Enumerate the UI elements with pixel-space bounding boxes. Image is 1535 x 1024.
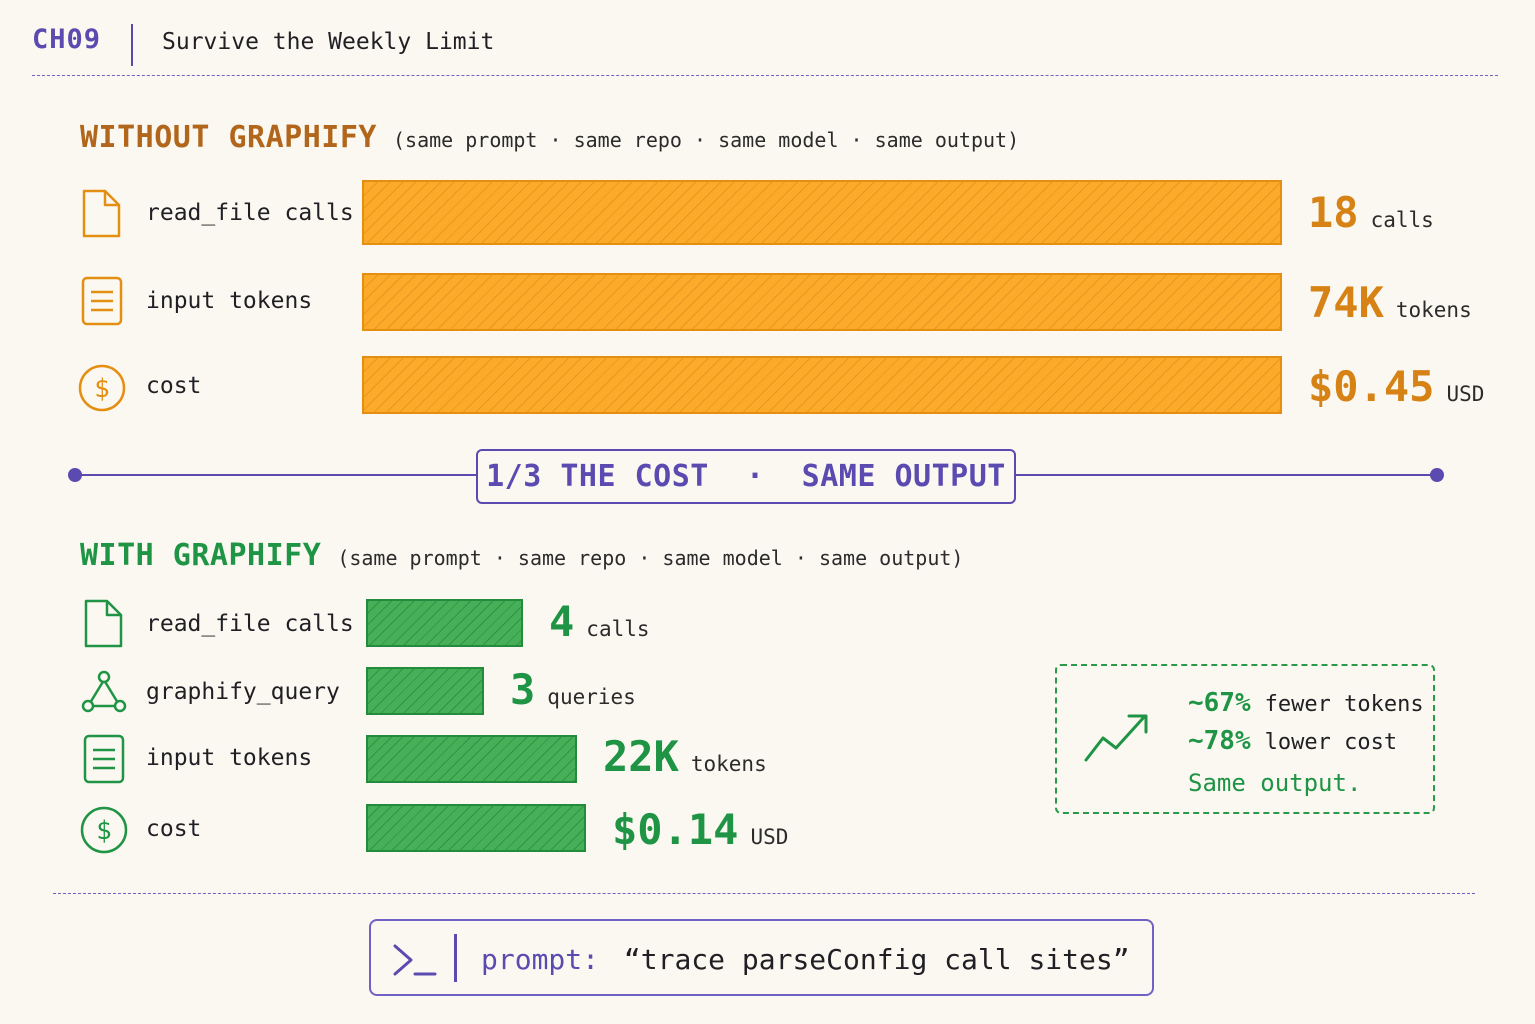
bar [362,356,1282,414]
document-lines-icon [79,734,129,784]
bar [366,735,577,783]
row-label: input tokens [146,745,313,771]
dollar-icon: $ [79,805,129,855]
prompt-text: prompt: “trace parseConfig call sites” [481,943,1130,976]
value-label: $0.14 USD [612,805,789,854]
row-label: read_file calls [146,200,354,226]
bar [362,180,1282,245]
trend-up-icon [1083,710,1153,770]
value-label: 4 calls [549,597,650,646]
dollar-icon: $ [77,363,127,413]
bar [366,804,586,852]
with-title: WITH GRAPHIFY [80,538,322,573]
header-divider [32,75,1498,76]
svg-text:$: $ [94,374,110,404]
bar [366,667,484,715]
chapter-number: CH09 [32,24,102,55]
row-label: graphify_query [146,679,340,705]
row-label: cost [146,816,202,842]
callout-final: Same output. [1188,769,1362,797]
savings-callout: ~67% fewer tokens ~78% lower cost Same out… [1055,664,1435,814]
prompt-value: “trace parseConfig call sites” [623,943,1130,976]
row-label: input tokens [146,288,313,314]
divider-dot-left [68,468,82,482]
bar [362,273,1282,331]
with-subtitle: (same prompt · same repo · same model · … [337,546,964,570]
value-label: 22K tokens [603,732,767,781]
row-label: cost [146,373,202,399]
page-title: Survive the Weekly Limit [162,29,495,55]
without-subtitle: (same prompt · same repo · same model · … [392,128,1020,152]
footer-divider [53,893,1475,894]
value-label: 18 calls [1308,188,1434,237]
file-icon [79,599,129,649]
terminal-icon [391,940,439,984]
graph-nodes-icon [79,668,129,718]
row-label: read_file calls [146,611,354,637]
prompt-separator [454,934,457,982]
divider-dot-right [1430,468,1444,482]
prompt-box: prompt: “trace parseConfig call sites” [369,919,1154,996]
bar [366,599,523,647]
without-title: WITHOUT GRAPHIFY [80,120,377,155]
header-separator [131,24,133,66]
callout-tokens: ~67% fewer tokens [1188,688,1424,718]
value-label: 3 queries [510,665,636,714]
document-lines-icon [77,276,127,326]
without-heading: WITHOUT GRAPHIFY (same prompt · same rep… [80,120,1019,155]
file-icon [77,189,127,239]
svg-text:$: $ [96,816,112,846]
value-label: 74K tokens [1308,278,1472,327]
value-label: $0.45 USD [1308,362,1485,411]
prompt-label: prompt: [481,943,600,976]
savings-banner: 1/3 THE COST · SAME OUTPUT [476,449,1016,504]
with-heading: WITH GRAPHIFY (same prompt · same repo ·… [80,538,963,573]
callout-cost: ~78% lower cost [1188,726,1398,756]
